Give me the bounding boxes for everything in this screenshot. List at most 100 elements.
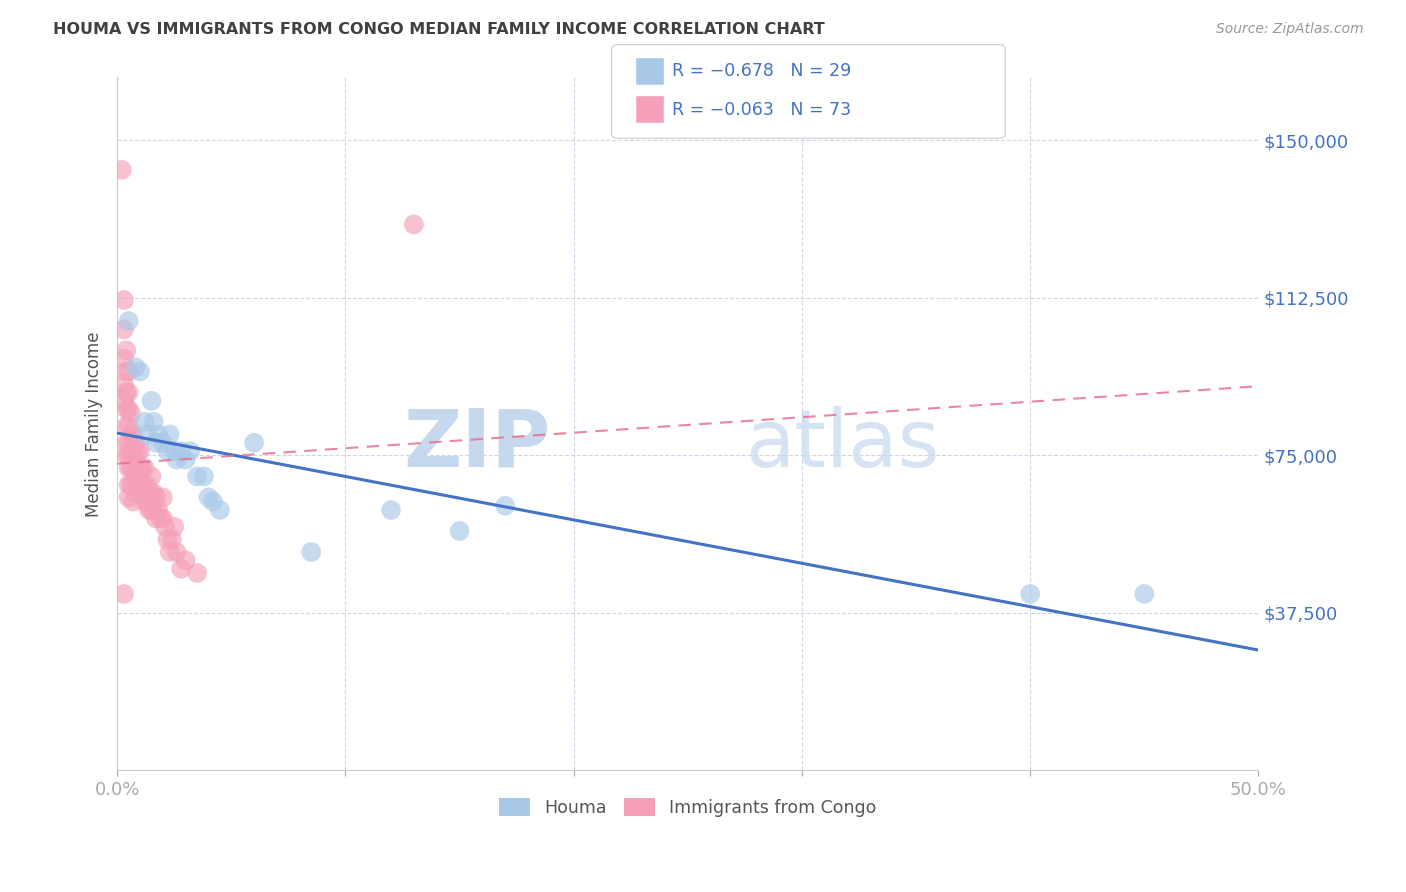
Point <box>122 444 145 458</box>
Point <box>1133 587 1156 601</box>
Point <box>142 486 165 500</box>
Point <box>152 491 174 505</box>
Point <box>141 486 163 500</box>
Point <box>138 491 160 505</box>
Point <box>153 520 176 534</box>
Point <box>131 461 153 475</box>
Point <box>115 402 138 417</box>
Point <box>122 427 145 442</box>
Point <box>148 503 170 517</box>
Text: HOUMA VS IMMIGRANTS FROM CONGO MEDIAN FAMILY INCOME CORRELATION CHART: HOUMA VS IMMIGRANTS FROM CONGO MEDIAN FA… <box>53 22 825 37</box>
Point <box>186 469 208 483</box>
Point <box>142 503 165 517</box>
Point <box>449 524 471 538</box>
Point <box>117 461 139 475</box>
Point <box>122 477 145 491</box>
Point <box>159 545 181 559</box>
Point <box>112 587 135 601</box>
Point <box>117 402 139 417</box>
Point <box>145 511 167 525</box>
Point <box>124 360 146 375</box>
Point <box>380 503 402 517</box>
Point <box>141 469 163 483</box>
Point <box>135 494 157 508</box>
Point <box>115 449 138 463</box>
Point <box>127 461 149 475</box>
Point <box>122 461 145 475</box>
Point <box>134 477 156 491</box>
Point <box>115 343 138 358</box>
Point <box>135 427 157 442</box>
Point <box>127 444 149 458</box>
Point <box>197 491 219 505</box>
Point <box>129 364 152 378</box>
Point <box>115 364 138 378</box>
Point <box>402 218 425 232</box>
Point <box>112 322 135 336</box>
Point <box>141 503 163 517</box>
Point <box>134 461 156 475</box>
Point <box>120 444 142 458</box>
Point <box>149 511 172 525</box>
Point <box>117 477 139 491</box>
Point <box>163 520 186 534</box>
Point <box>186 566 208 580</box>
Text: R = −0.678   N = 29: R = −0.678 N = 29 <box>672 62 851 80</box>
Point <box>179 444 201 458</box>
Point <box>166 545 188 559</box>
Point <box>148 427 170 442</box>
Point <box>117 419 139 434</box>
Point <box>202 494 225 508</box>
Point <box>131 477 153 491</box>
Point <box>120 461 142 475</box>
Point <box>156 444 179 458</box>
Point <box>124 435 146 450</box>
Point <box>112 351 135 366</box>
Point <box>170 562 193 576</box>
Point <box>494 499 516 513</box>
Point <box>170 444 193 458</box>
Point <box>117 314 139 328</box>
Text: Source: ZipAtlas.com: Source: ZipAtlas.com <box>1216 22 1364 37</box>
Point <box>152 511 174 525</box>
Point <box>120 477 142 491</box>
Point <box>117 435 139 450</box>
Point <box>129 444 152 458</box>
Point <box>174 553 197 567</box>
Point <box>174 452 197 467</box>
Point <box>1019 587 1042 601</box>
Point <box>112 293 135 307</box>
Point <box>124 469 146 483</box>
Point <box>124 486 146 500</box>
Point <box>122 494 145 508</box>
Text: atlas: atlas <box>745 406 939 483</box>
Point <box>134 415 156 429</box>
Point <box>142 415 165 429</box>
Point <box>208 503 231 517</box>
Point <box>193 469 215 483</box>
Legend: Houma, Immigrants from Congo: Houma, Immigrants from Congo <box>492 791 883 824</box>
Point <box>117 449 139 463</box>
Point <box>160 533 183 547</box>
Point <box>129 477 152 491</box>
Point <box>145 435 167 450</box>
Text: R = −0.063   N = 73: R = −0.063 N = 73 <box>672 101 851 119</box>
Point <box>115 385 138 400</box>
Point <box>135 477 157 491</box>
Point <box>138 503 160 517</box>
Point <box>299 545 322 559</box>
Point <box>129 461 152 475</box>
Point <box>115 435 138 450</box>
Point <box>112 393 135 408</box>
Point <box>117 491 139 505</box>
Point <box>117 385 139 400</box>
Y-axis label: Median Family Income: Median Family Income <box>86 331 103 516</box>
Point <box>120 427 142 442</box>
Point <box>156 533 179 547</box>
Text: ZIP: ZIP <box>404 406 551 483</box>
Point <box>112 376 135 391</box>
Point <box>127 477 149 491</box>
Point <box>124 452 146 467</box>
Point <box>243 435 266 450</box>
Point <box>134 494 156 508</box>
